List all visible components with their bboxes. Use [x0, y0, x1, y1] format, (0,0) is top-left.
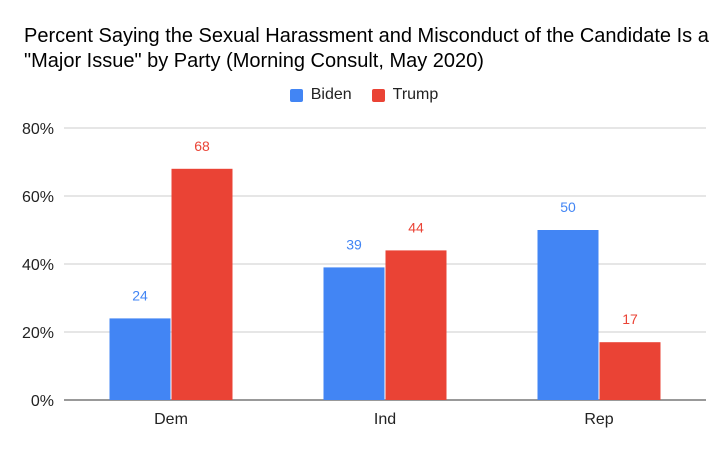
data-label: 68	[194, 138, 210, 154]
y-tick-label: 20%	[22, 325, 54, 342]
legend-swatch-biden	[289, 88, 303, 102]
data-label: 17	[622, 311, 638, 327]
legend-swatch-trump	[371, 88, 385, 102]
legend-label-trump: Trump	[392, 86, 439, 103]
legend: Biden Trump	[0, 86, 728, 104]
y-tick-label: 60%	[22, 189, 54, 206]
bar-trump-ind	[385, 250, 447, 400]
bar-biden-dem	[109, 318, 171, 400]
data-label: 50	[560, 199, 576, 215]
y-tick-label: 40%	[22, 257, 54, 274]
bar-biden-ind	[323, 267, 385, 400]
x-tick-label: Dem	[154, 411, 188, 428]
data-label: 24	[132, 287, 148, 303]
legend-item-biden: Biden	[289, 86, 352, 104]
bar-trump-rep	[599, 342, 661, 400]
y-tick-label: 0%	[31, 393, 54, 410]
legend-item-trump: Trump	[371, 86, 439, 104]
x-tick-label: Ind	[374, 411, 396, 428]
y-tick-label: 80%	[22, 121, 54, 138]
bar-trump-dem	[171, 168, 233, 400]
legend-label-biden: Biden	[310, 86, 352, 103]
bar-biden-rep	[537, 230, 599, 400]
data-label: 39	[346, 236, 362, 252]
chart-title: Percent Saying the Sexual Harassment and…	[24, 25, 709, 72]
x-tick-label: Rep	[584, 411, 613, 428]
data-label: 44	[408, 219, 424, 235]
